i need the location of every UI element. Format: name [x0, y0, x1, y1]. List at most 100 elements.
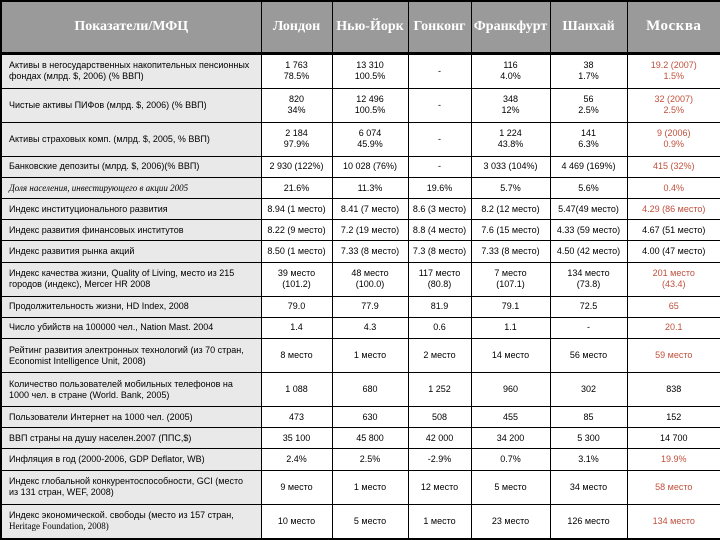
metric-label-text: Активы страховых комп. (млрд. $, 2005, %… [9, 133, 210, 144]
value-cell: 7 место (107.1) [470, 261, 551, 297]
metric-label: Индекс развития рынка акций [0, 240, 262, 263]
table-row: Индекс развития рынка акций 8.50 (1 место… [0, 240, 720, 263]
value-cell: 5.7% [470, 177, 551, 200]
value-cell: 10 место [260, 503, 333, 540]
table-row: Активы страховых комп. (млрд. $, 2005, %… [0, 121, 720, 157]
value-cell: 12 496 100.5% [331, 87, 409, 123]
table-row: Индекс институционального развития 8.94 (… [0, 198, 720, 221]
metric-label: Чистые активы ПИФов (млрд. $, 2006) (% В… [0, 87, 262, 123]
value-cell: 820 34% [260, 87, 333, 123]
table-row: ВВП страны на душу населен.2007 (ППС,$) 3… [0, 427, 720, 450]
value-cell: 5 300 [549, 427, 628, 450]
value-cell: 4 469 (169%) [549, 155, 628, 179]
value-cell: - [407, 121, 472, 157]
value-cell: -2.9% [407, 448, 472, 471]
value-cell: 7.2 (19 место) [331, 219, 409, 242]
value-cell: 1 место [331, 337, 409, 374]
value-cell: 56 2.5% [549, 87, 628, 123]
value-cell: 42 000 [407, 427, 472, 450]
value-cell: 680 [331, 372, 409, 408]
value-cell: 23 место [470, 503, 551, 540]
value-cell: 9 (2006) 0.9% [626, 121, 720, 157]
value-cell: 79.1 [470, 295, 551, 318]
metric-label-text: Активы в негосударственных накопительных… [9, 60, 250, 82]
value-cell: 13 310 100.5% [331, 52, 409, 89]
value-cell: 630 [331, 406, 409, 429]
metric-label-text: Индекс экономической. свободы (место из … [9, 510, 234, 521]
value-cell: 1 224 43.8% [470, 121, 551, 157]
metric-label-text: Количество пользователей мобильных телеф… [9, 378, 233, 400]
metric-label-text: Банковские депозиты (млрд. $, 2006)(% ВВ… [9, 161, 200, 172]
value-cell: 302 [549, 372, 628, 408]
metric-label-text: Инфляция в год (2000-2006, GDP Deflator,… [9, 453, 205, 464]
table-body: Активы в негосударственных накопительных… [0, 52, 720, 540]
value-cell: 1 763 78.5% [260, 52, 333, 89]
metric-label-text: Индекс развития рынка акций [9, 246, 135, 257]
value-cell: 116 4.0% [470, 52, 551, 89]
column-header-london: Лондон [260, 0, 333, 55]
table-row: Индекс развития финансовых институтов 8.2… [0, 219, 720, 242]
metric-label: Индекс развития финансовых институтов [0, 219, 262, 242]
table-row: Рейтинг развития электронных технологий … [0, 337, 720, 374]
value-cell: 2 184 97.9% [260, 121, 333, 157]
value-cell: 77.9 [331, 295, 409, 318]
value-cell: 201 место (43.4) [626, 261, 720, 297]
value-cell: 32 (2007) 2.5% [626, 87, 720, 123]
metric-label-text: Рейтинг развития электронных технологий … [9, 344, 244, 366]
value-cell: 7.6 (15 место) [470, 219, 551, 242]
metric-label: Активы в негосударственных накопительных… [0, 52, 262, 89]
value-cell: 152 [626, 406, 720, 429]
metric-label: Индекс качества жизни, Quality of Living… [0, 261, 262, 297]
value-cell: 1 место [331, 469, 409, 505]
column-header-frankfurt: Франкфурт [470, 0, 551, 55]
value-cell: 12 место [407, 469, 472, 505]
value-cell: 2 место [407, 337, 472, 374]
value-cell: 19.6% [407, 177, 472, 200]
value-cell: 838 [626, 372, 720, 408]
table-row: Количество пользователей мобильных телеф… [0, 372, 720, 408]
value-cell: 0.4% [626, 177, 720, 200]
table-row: Активы в негосударственных накопительных… [0, 52, 720, 89]
value-cell: 7.33 (8 место) [470, 240, 551, 263]
value-cell: - [407, 155, 472, 179]
value-cell: 134 место (73.8) [549, 261, 628, 297]
table-row: Банковские депозиты (млрд. $, 2006)(% ВВ… [0, 155, 720, 179]
value-cell: 11.3% [331, 177, 409, 200]
metric-label: Инфляция в год (2000-2006, GDP Deflator,… [0, 448, 262, 471]
metric-label: Пользователи Интернет на 1000 чел. (2005… [0, 406, 262, 429]
metric-label: Индекс институционального развития [0, 198, 262, 221]
metric-label-source-text: Heritage Foundation, 2008) [9, 521, 109, 532]
table-row: Доля населения, инвестирующего в акции 2… [0, 177, 720, 200]
value-cell: 1 место [407, 503, 472, 540]
value-cell: 415 (32%) [626, 155, 720, 179]
value-cell: 4.29 (86 место) [626, 198, 720, 221]
value-cell: 56 место [549, 337, 628, 374]
value-cell: 10 028 (76%) [331, 155, 409, 179]
value-cell: 4.3 [331, 316, 409, 339]
value-cell: 348 12% [470, 87, 551, 123]
metric-label: Рейтинг развития электронных технологий … [0, 337, 262, 374]
value-cell: 19.2 (2007) 1.5% [626, 52, 720, 89]
metric-label-text: ВВП страны на душу населен.2007 (ППС,$) [9, 432, 192, 443]
value-cell: 14 700 [626, 427, 720, 450]
value-cell: - [407, 52, 472, 89]
value-cell: 1.1 [470, 316, 551, 339]
value-cell: 59 место [626, 337, 720, 374]
value-cell: - [549, 316, 628, 339]
metric-label: Число убийств на 100000 чел., Nation Mas… [0, 316, 262, 339]
value-cell: 72.5 [549, 295, 628, 318]
metric-label-text: Индекс глобальной конкурентоспособности,… [9, 476, 244, 498]
value-cell: 79.0 [260, 295, 333, 318]
column-header-moscow: Москва [626, 0, 720, 55]
value-cell: 2 930 (122%) [260, 155, 333, 179]
value-cell: 508 [407, 406, 472, 429]
value-cell: 7.33 (8 место) [331, 240, 409, 263]
value-cell: 134 место [626, 503, 720, 540]
table-row: Индекс экономической. свободы (место из … [0, 503, 720, 540]
value-cell: 6 074 45.9% [331, 121, 409, 157]
value-cell: 4.33 (59 место) [549, 219, 628, 242]
table-row: Инфляция в год (2000-2006, GDP Deflator,… [0, 448, 720, 471]
column-header-shanghai: Шанхай [549, 0, 628, 55]
value-cell: 65 [626, 295, 720, 318]
